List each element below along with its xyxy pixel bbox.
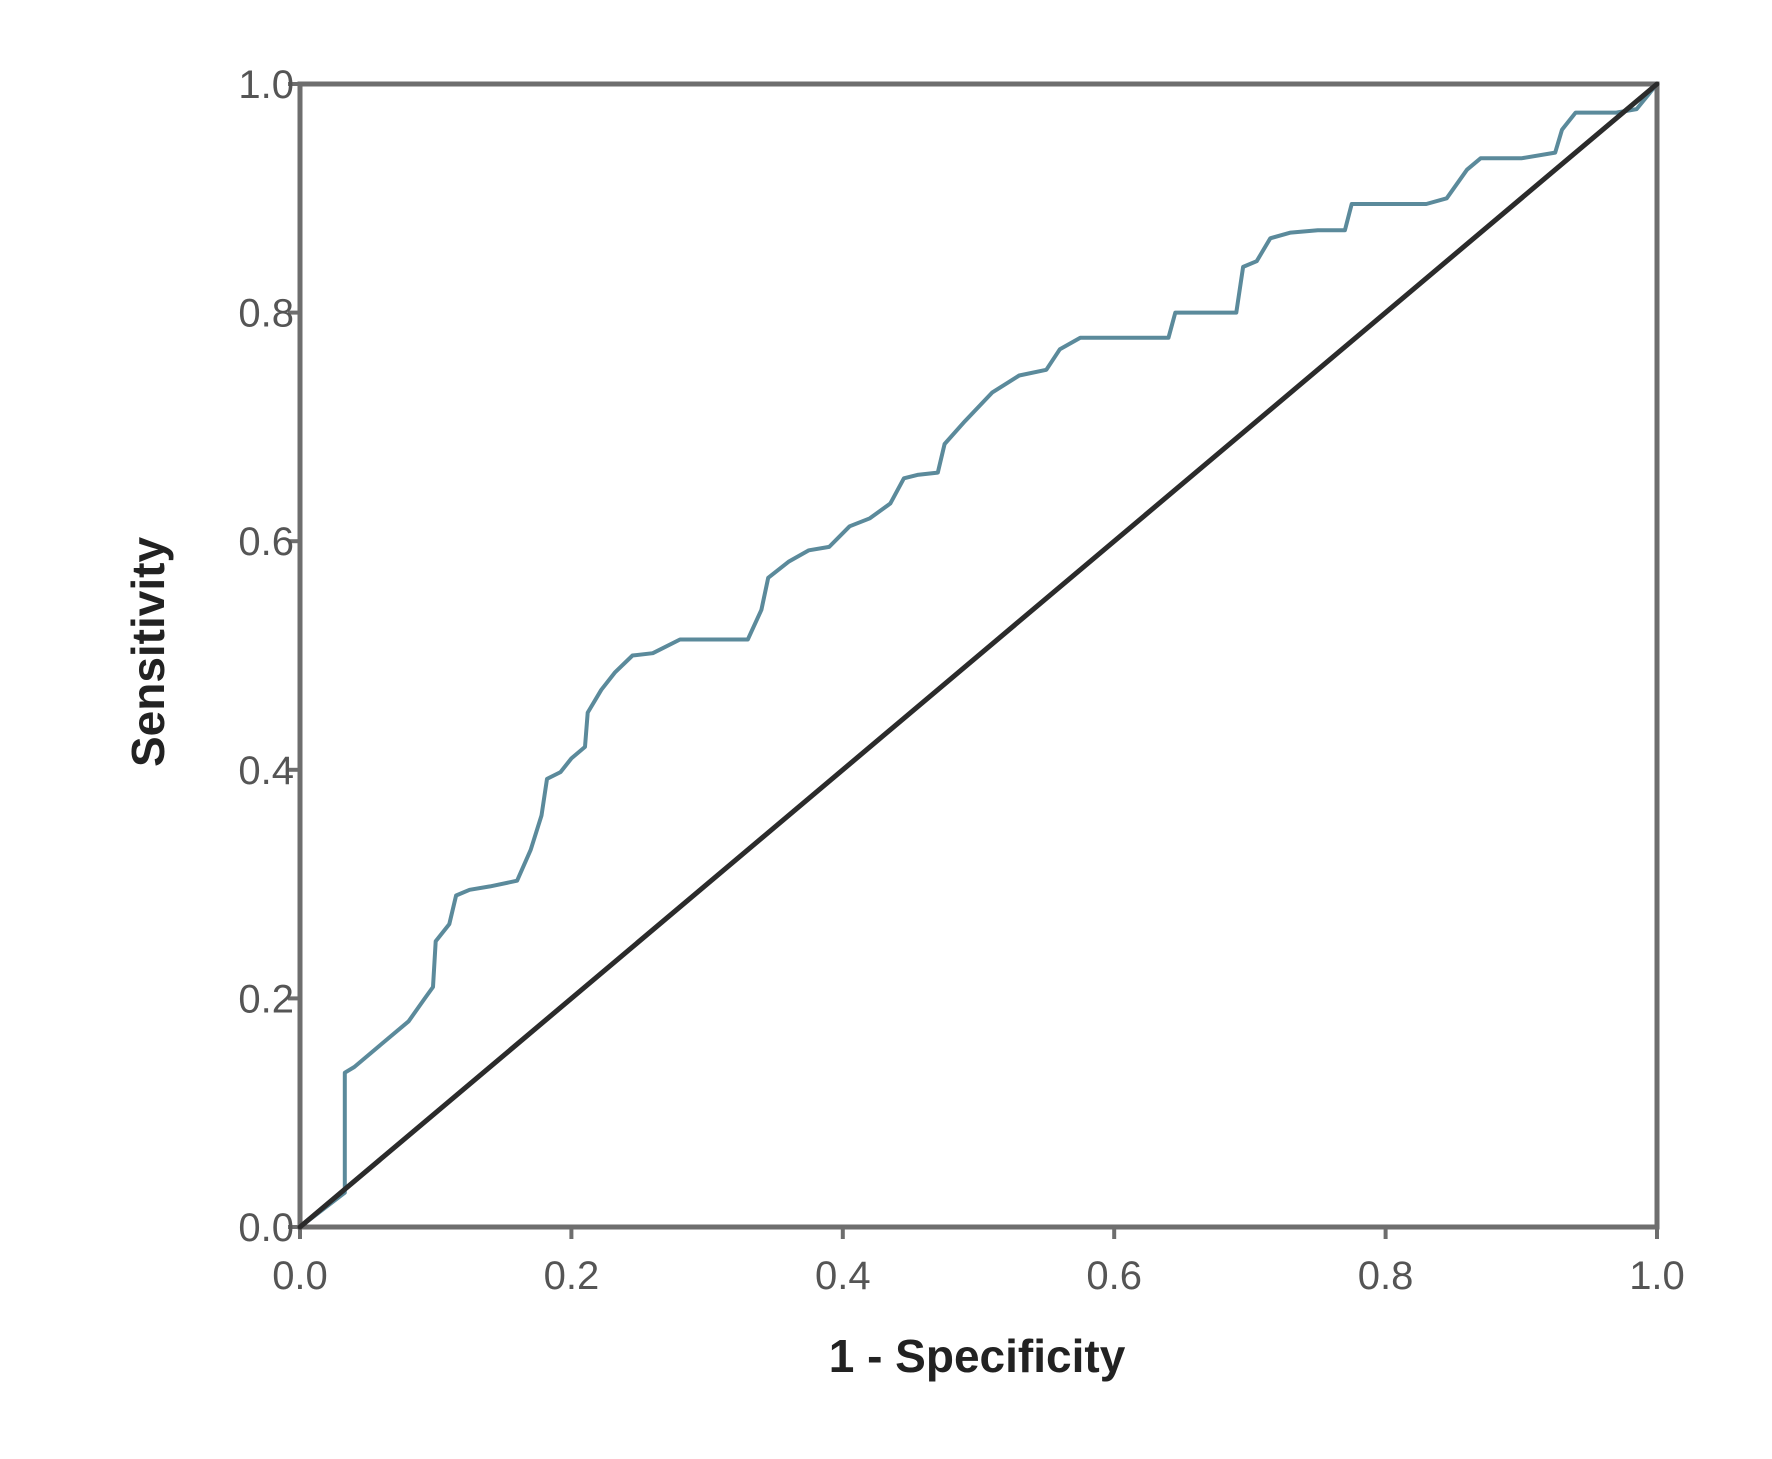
x-tick-label: 0.2 <box>544 1254 600 1298</box>
y-tick-label: 0.8 <box>238 292 294 336</box>
y-tick-label: 0.4 <box>238 749 294 793</box>
reference-line <box>297 81 1660 1230</box>
x-tick-label: 0.4 <box>815 1254 871 1298</box>
plot-frame <box>297 81 1660 1230</box>
plot-series <box>297 81 1660 1230</box>
x-tick-label: 0.0 <box>272 1254 328 1298</box>
x-tick-label: 0.8 <box>1358 1254 1414 1298</box>
x-tick-label: 0.6 <box>1086 1254 1142 1298</box>
y-tick-label: 0.0 <box>238 1206 294 1250</box>
y-axis-title: Sensitivity <box>122 537 174 768</box>
axes <box>297 81 1660 1230</box>
roc-curve <box>298 82 1659 1229</box>
y-tick-label: 0.6 <box>238 520 294 564</box>
x-axis-title: 1 - Specificity <box>829 1330 1126 1382</box>
y-tick-label: 1.0 <box>238 63 294 107</box>
axis-ticks: 0.0 0.2 0.4 0.6 0.8 1.0 0.0 0.2 0.4 0.6 0.8 1.0 <box>238 63 1684 1298</box>
x-tick-label: 1.0 <box>1629 1254 1685 1298</box>
y-tick-label: 0.2 <box>238 977 294 1021</box>
